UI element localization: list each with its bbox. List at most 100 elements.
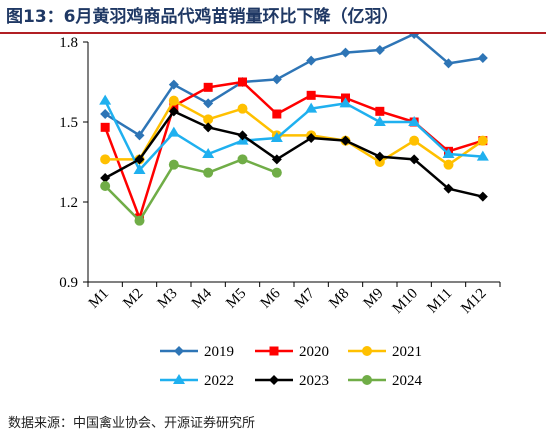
x-tick-label: M11 xyxy=(424,286,455,317)
legend-label: 2022 xyxy=(204,373,234,389)
data-point xyxy=(340,47,351,58)
data-point xyxy=(168,79,179,90)
data-point xyxy=(203,114,214,125)
data-point xyxy=(305,102,318,113)
legend-item-2024: 2024 xyxy=(348,373,423,389)
legend-item-2021: 2021 xyxy=(348,344,422,360)
data-point xyxy=(203,167,214,178)
series-lines xyxy=(99,34,489,226)
data-point xyxy=(237,130,248,141)
data-point xyxy=(306,133,317,143)
data-point xyxy=(409,34,420,39)
data-point xyxy=(306,55,317,66)
data-point xyxy=(133,164,146,174)
data-point xyxy=(100,173,111,183)
legend-label: 2020 xyxy=(299,344,329,360)
data-point xyxy=(203,122,214,133)
data-point xyxy=(168,95,179,106)
x-tick-label: M9 xyxy=(361,286,387,312)
data-point xyxy=(169,101,179,111)
series-line xyxy=(104,110,484,198)
series-2024 xyxy=(100,154,282,226)
legend-item-2020: 2020 xyxy=(255,344,329,360)
legend-item-2019: 2019 xyxy=(160,344,234,360)
data-point xyxy=(173,374,185,384)
data-point xyxy=(443,159,454,170)
title-divider xyxy=(0,32,546,34)
data-point xyxy=(270,132,283,142)
y-tick-label: 0.9 xyxy=(59,275,78,291)
data-point xyxy=(100,109,111,119)
data-point xyxy=(408,116,421,126)
data-point xyxy=(374,151,385,162)
data-source-note: 数据来源：中国禽业协会、开源证券研究所 xyxy=(8,416,256,431)
data-point xyxy=(269,346,279,356)
x-tick-label: M10 xyxy=(390,286,421,317)
data-point xyxy=(100,122,110,132)
data-point xyxy=(271,167,282,178)
data-point xyxy=(340,135,351,146)
data-point xyxy=(271,154,282,165)
legend-label: 2023 xyxy=(299,373,329,389)
data-point xyxy=(477,53,488,63)
data-point xyxy=(167,126,180,137)
legend-label: 2021 xyxy=(392,344,422,360)
series-line xyxy=(105,99,484,166)
series-line xyxy=(104,100,483,172)
data-point xyxy=(442,148,455,158)
chart-title: 图13：6月黄羽鸡商品代鸡苗销量环比下降（亿羽） xyxy=(6,7,399,27)
series-line xyxy=(104,34,484,137)
series-line xyxy=(104,158,278,222)
data-point xyxy=(339,97,352,108)
data-point xyxy=(238,77,247,87)
data-point xyxy=(99,94,112,105)
y-tick-label: 1.8 xyxy=(59,35,78,51)
series-2019 xyxy=(100,34,488,141)
data-point xyxy=(409,154,420,165)
data-point xyxy=(134,154,145,165)
x-tick-label: M7 xyxy=(292,285,318,311)
x-tick-label: M3 xyxy=(155,286,181,312)
data-point xyxy=(443,58,454,69)
data-point xyxy=(269,375,279,385)
line-chart: 0.91.21.51.8M1 M2 M3 M4 M5 M6 M7 M8 M9 M10 M11 M12 … xyxy=(59,34,501,389)
data-point xyxy=(203,82,213,92)
data-point xyxy=(362,375,372,385)
data-point xyxy=(362,346,372,356)
data-point xyxy=(168,106,179,117)
series-2023 xyxy=(100,106,488,202)
x-tick-label: M2 xyxy=(120,286,146,312)
y-tick-label: 1.2 xyxy=(59,195,78,211)
data-point xyxy=(477,135,488,146)
data-point xyxy=(134,215,145,226)
x-tick-label: M8 xyxy=(326,286,352,312)
data-point xyxy=(272,109,282,119)
data-point xyxy=(476,150,489,161)
y-tick-label: 1.5 xyxy=(59,115,78,131)
data-point xyxy=(409,135,420,146)
data-point xyxy=(443,183,454,194)
data-point xyxy=(374,157,385,167)
chart-legend: 2019 2020 2021 2022 2023 2024 xyxy=(160,344,423,389)
legend-label: 2019 xyxy=(204,344,234,360)
x-tick-label: M4 xyxy=(189,285,215,311)
x-tick-label: M5 xyxy=(223,286,249,312)
data-point xyxy=(375,106,385,116)
x-tick-label: M1 xyxy=(86,286,112,312)
data-point xyxy=(237,154,248,165)
data-point xyxy=(373,116,386,126)
data-point xyxy=(374,45,385,55)
data-point xyxy=(100,181,111,191)
data-point xyxy=(477,191,488,202)
data-point xyxy=(100,154,111,165)
x-tick-label: M12 xyxy=(458,286,489,317)
data-point xyxy=(202,148,215,158)
legend-label: 2024 xyxy=(392,373,423,389)
legend-item-2023: 2023 xyxy=(255,373,329,389)
data-point xyxy=(134,130,145,141)
data-point xyxy=(271,74,282,85)
legend-item-2022: 2022 xyxy=(160,373,234,389)
data-point xyxy=(168,159,179,170)
data-point xyxy=(306,90,316,100)
data-point xyxy=(174,346,184,356)
